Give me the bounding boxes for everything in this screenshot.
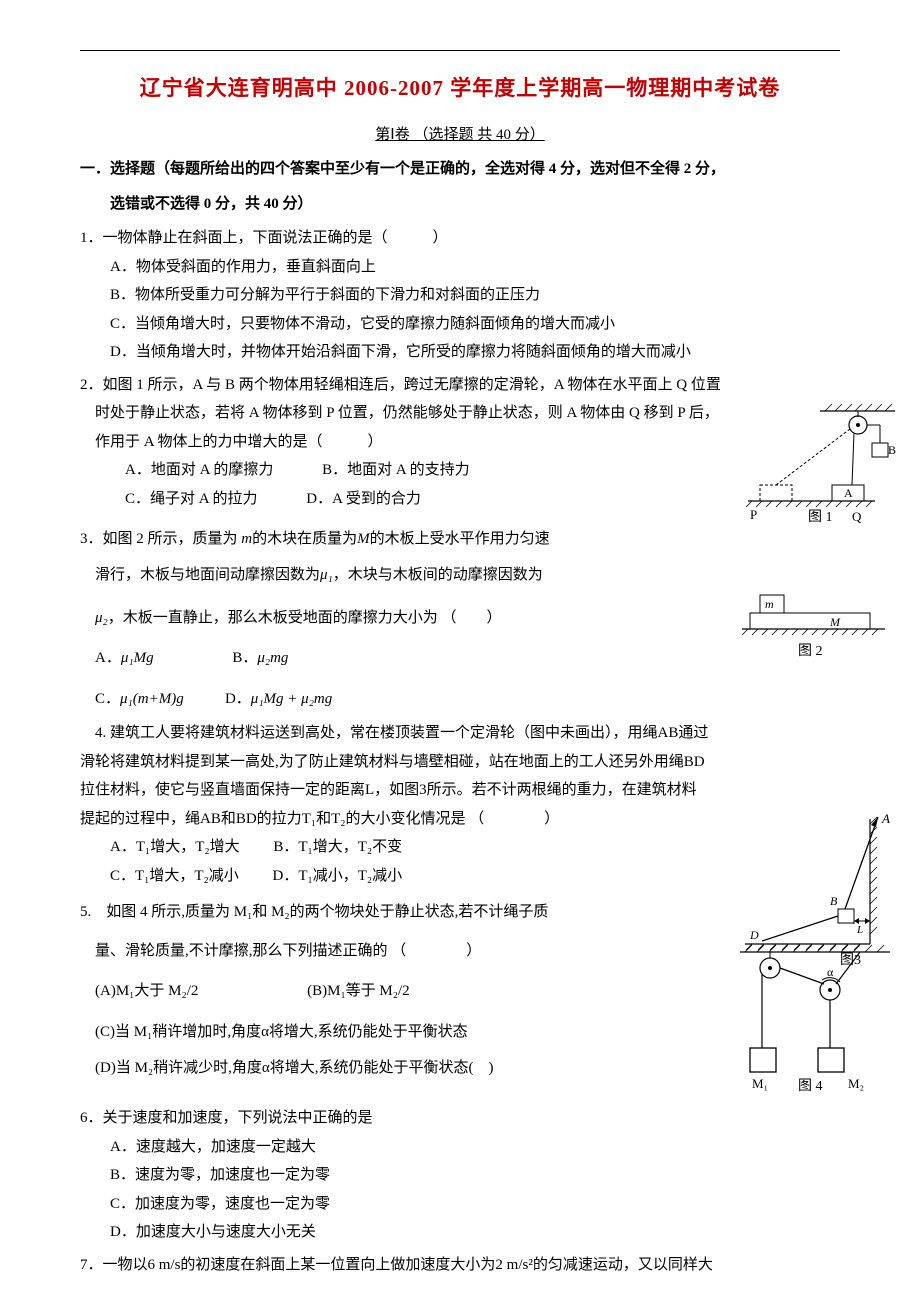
q6-opt-a: A．速度越大，加速度一定越大: [80, 1133, 840, 1162]
svg-text:L: L: [856, 924, 863, 936]
q5-opt-b: (B)M₁等于 M₂/2: [307, 983, 410, 999]
q7-l1: 7．一物以6 m/s的初速度在斜面上某一位置向上做加速度大小为2 m/s²的匀减…: [80, 1251, 840, 1280]
q1-opt-b: B．物体所受重力可分解为平行于斜面的下滑力和对斜面的正压力: [80, 281, 840, 310]
q6-opt-b: B．速度为零，加速度也一定为零: [80, 1161, 840, 1190]
svg-text:m: m: [765, 597, 774, 611]
q4-l3: 拉住材料，使它与竖直墙面保持一定的距离L，如图3所示。若不计两根绳的重力，在建筑…: [80, 776, 840, 805]
q5-opt-d: (D)当 M₂稍许减少时,角度α将增大,系统仍能处于平衡状态( ): [80, 1054, 840, 1083]
svg-text:A: A: [881, 811, 890, 826]
q5-opts-ab: (A)M₁大于 M₂/2 (B)M₁等于 M₂/2: [80, 977, 840, 1006]
q5-l2: 量、滑轮质量,不计摩擦,那么下列描述正确的 （ ）: [80, 937, 840, 966]
exam-title: 辽宁省大连育明高中 2006-2007 学年度上学期高一物理期中考试卷: [80, 69, 840, 109]
question-2: B A P 图 1 Q 2．如图 1 所示，A 与: [80, 371, 840, 521]
q6-opt-c: C．加速度为零，速度也一定为零: [80, 1190, 840, 1219]
q4-l4: 提起的过程中，绳AB和BD的拉力T₁和T₂的大小变化情况是 （ ）: [80, 805, 840, 834]
q1-opt-a: A．物体受斜面的作用力，垂直斜面向上: [80, 253, 840, 282]
figure-4: α M₁ M₂ 图 4: [730, 938, 900, 1119]
q1-opt-d: D．当倾角增大时，并物体开始沿斜面下滑，它所受的摩擦力将随斜面倾角的增大而减小: [80, 338, 840, 367]
q3-l1: 3．如图 2 所示，质量为 m的木块在质量为M的木板上受水平作用力匀速: [80, 525, 840, 554]
q2-opt-d: D．A 受到的合力: [306, 491, 421, 507]
svg-text:M: M: [829, 615, 841, 629]
question-6: 6．关于速度和加速度，下列说法中正确的是 A．速度越大，加速度一定越大 B．速度…: [80, 1104, 840, 1247]
question-4: A B D L 图3 4. 建筑工人要将建筑材料运送到高处，常在楼顶装置一个定滑…: [80, 719, 840, 890]
q2-opt-a: A．地面对 A 的摩擦力: [125, 462, 273, 478]
question-7: 7．一物以6 m/s的初速度在斜面上某一位置向上做加速度大小为2 m/s²的匀减…: [80, 1251, 840, 1280]
top-rule: [80, 50, 840, 51]
svg-text:P: P: [750, 507, 757, 522]
svg-text:图 1: 图 1: [808, 510, 833, 525]
q2-l3: 作用于 A 物体上的力中增大的是（ ）: [80, 428, 840, 457]
exam-subtitle: 第Ⅰ卷 （选择题 共 40 分）: [80, 121, 840, 150]
svg-text:图 4: 图 4: [798, 1079, 823, 1094]
q4-opt-c: C．T₁增大，T₂减小: [110, 868, 239, 884]
svg-text:α: α: [827, 965, 834, 979]
section-instructions-l1: 一．选择题（每题所给出的四个答案中至少有一个是正确的，全选对得 4 分，选对但不…: [80, 155, 840, 184]
svg-text:M₁: M₁: [752, 1076, 768, 1091]
figure-2: m M 图 2: [740, 585, 890, 676]
q3-l3: μ₂，木板一直静止，那么木板受地面的摩擦力大小为 （ ）: [80, 604, 840, 633]
q2-l2: 时处于静止状态，若将 A 物体移到 P 位置，仍然能够处于静止状态，则 A 物体…: [80, 399, 840, 428]
question-1: 1．一物体静止在斜面上，下面说法正确的是（ ） A．物体受斜面的作用力，垂直斜面…: [80, 224, 840, 367]
svg-text:A: A: [844, 486, 853, 500]
q5-opt-c: (C)当 M₁稍许增加时,角度α将增大,系统仍能处于平衡状态: [80, 1018, 840, 1047]
q3-opts-ab: A．μ₁Mg B．μ₂mg: [80, 644, 840, 673]
svg-text:B: B: [888, 443, 896, 457]
q4-l2: 滑轮将建筑材料提到某一高处,为了防止建筑材料与墙壁相碰，站在地面上的工人还另外用…: [80, 748, 840, 777]
q1-opt-c: C．当倾角增大时，只要物体不滑动，它受的摩擦力随斜面倾角的增大而减小: [80, 310, 840, 339]
q4-opts-ab: A．T₁增大，T₂增大 B．T₁增大，T₂不变: [80, 833, 840, 862]
question-3: m M 图 2 3．如图 2 所示，质量为 m的木块在质量为M的木板上受水平作用…: [80, 525, 840, 714]
q5-opt-a: (A)M₁大于 M₂/2: [95, 983, 198, 999]
q4-opt-d: D．T₁减小，T₂减小: [273, 868, 403, 884]
q4-opts-cd: C．T₁增大，T₂减小 D．T₁减小，T₂减小: [80, 862, 840, 891]
q4-opt-a: A．T₁增大，T₂增大: [110, 839, 240, 855]
svg-text:图 2: 图 2: [798, 644, 823, 659]
svg-text:M₂: M₂: [848, 1076, 864, 1091]
q4-opt-b: B．T₁增大，T₂不变: [273, 839, 402, 855]
q2-opt-c: C．绳子对 A 的拉力: [125, 491, 258, 507]
q6-opt-d: D．加速度大小与速度大小无关: [80, 1218, 840, 1247]
question-5: α M₁ M₂ 图 4 5. 如图 4 所示,质量为 M₁和 M₂的两个物块处于…: [80, 898, 840, 1098]
section-instructions-l2: 选错或不选得 0 分，共 40 分）: [80, 190, 840, 219]
svg-text:Q: Q: [852, 509, 862, 524]
q2-opts-ab: A．地面对 A 的摩擦力 B．地面对 A 的支持力: [80, 456, 840, 485]
figure-1: B A P 图 1 Q: [740, 401, 900, 542]
q3-opts-cd: C．μ₁(m+M)g D．μ₁Mg + μ₂mg: [80, 685, 840, 714]
q1-stem: 1．一物体静止在斜面上，下面说法正确的是（ ）: [80, 224, 840, 253]
q5-l1: 5. 如图 4 所示,质量为 M₁和 M₂的两个物块处于静止状态,若不计绳子质: [80, 898, 840, 927]
q6-stem: 6．关于速度和加速度，下列说法中正确的是: [80, 1104, 840, 1133]
q3-l2: 滑行，木板与地面间动摩擦因数为μ₁，木块与木板间的动摩擦因数为: [80, 561, 840, 590]
q2-l1: 2．如图 1 所示，A 与 B 两个物体用轻绳相连后，跨过无摩擦的定滑轮，A 物…: [80, 371, 840, 400]
q2-opt-b: B．地面对 A 的支持力: [322, 462, 470, 478]
q2-opts-cd: C．绳子对 A 的拉力 D．A 受到的合力: [80, 485, 840, 514]
q4-l1: 4. 建筑工人要将建筑材料运送到高处，常在楼顶装置一个定滑轮（图中未画出），用绳…: [80, 719, 840, 748]
